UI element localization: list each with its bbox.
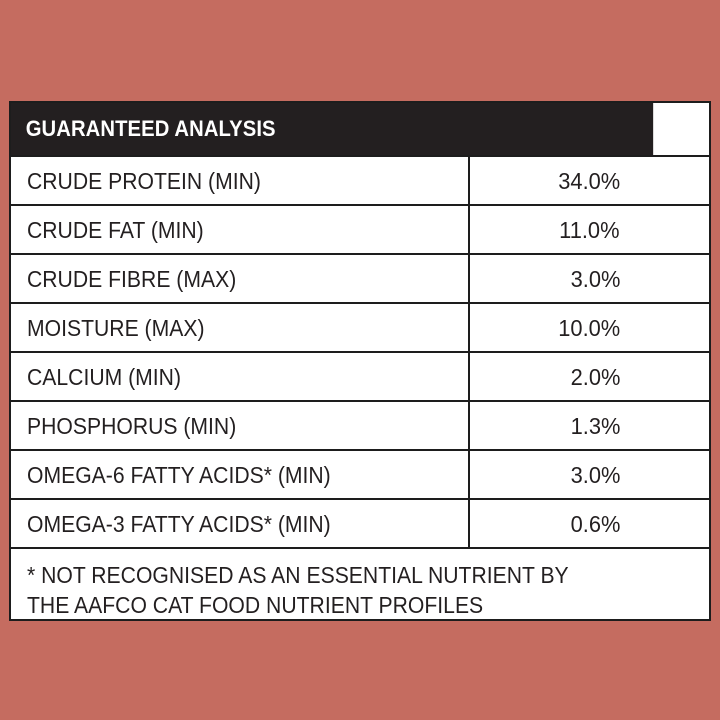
footnote: * NOT RECOGNISED AS AN ESSENTIAL NUTRIEN… — [11, 547, 709, 619]
nutrient-name: PHOSPHORUS (MIN) — [27, 413, 237, 439]
guaranteed-analysis-panel: GUARANTEED ANALYSIS CRUDE PROTEIN (MIN) … — [9, 101, 711, 621]
panel-title: GUARANTEED ANALYSIS — [11, 103, 654, 155]
column-divider — [468, 255, 470, 302]
nutrient-value: 3.0% — [570, 462, 620, 488]
table-row: CALCIUM (MIN) 2.0% — [11, 351, 709, 400]
nutrient-value: 11.0% — [559, 217, 620, 243]
nutrient-value: 10.0% — [558, 315, 620, 341]
column-divider — [468, 402, 470, 449]
nutrient-name: CRUDE FAT (MIN) — [27, 217, 204, 243]
column-divider — [468, 451, 470, 498]
nutrient-value: 1.3% — [570, 413, 620, 439]
table-row: CRUDE PROTEIN (MIN) 34.0% — [11, 155, 709, 204]
column-divider — [468, 500, 470, 547]
table-row: MOISTURE (MAX) 10.0% — [11, 302, 709, 351]
footnote-line: THE AAFCO CAT FOOD NUTRIENT PROFILES — [27, 592, 484, 618]
footnote-line: * NOT RECOGNISED AS AN ESSENTIAL NUTRIEN… — [27, 562, 569, 588]
nutrient-value: 2.0% — [570, 364, 620, 390]
column-divider — [468, 304, 470, 351]
column-divider — [468, 157, 470, 204]
table-row: CRUDE FAT (MIN) 11.0% — [11, 204, 709, 253]
table-row: PHOSPHORUS (MIN) 1.3% — [11, 400, 709, 449]
column-divider — [468, 206, 470, 253]
nutrient-value: 34.0% — [558, 168, 620, 194]
nutrient-name: OMEGA-3 FATTY ACIDS* (MIN) — [27, 511, 331, 537]
table-row: CRUDE FIBRE (MAX) 3.0% — [11, 253, 709, 302]
table-row: OMEGA-3 FATTY ACIDS* (MIN) 0.6% — [11, 498, 709, 547]
nutrient-name: CRUDE PROTEIN (MIN) — [27, 168, 261, 194]
nutrient-value: 3.0% — [570, 266, 620, 292]
nutrient-name: CRUDE FIBRE (MAX) — [27, 266, 237, 292]
nutrient-name: CALCIUM (MIN) — [27, 364, 181, 390]
nutrient-value: 0.6% — [570, 511, 620, 537]
column-divider — [468, 353, 470, 400]
table-row: OMEGA-6 FATTY ACIDS* (MIN) 3.0% — [11, 449, 709, 498]
nutrient-name: OMEGA-6 FATTY ACIDS* (MIN) — [27, 462, 331, 488]
nutrient-name: MOISTURE (MAX) — [27, 315, 205, 341]
